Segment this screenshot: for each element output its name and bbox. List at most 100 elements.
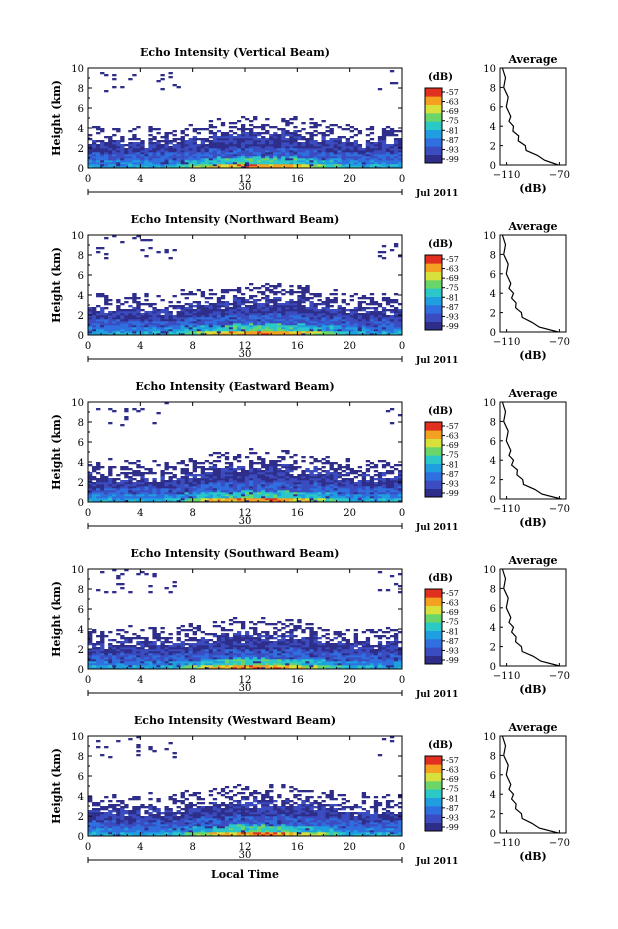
heatmap-cell [152, 325, 157, 328]
heatmap-cell [393, 243, 399, 246]
heatmap-cell [184, 651, 189, 654]
heatmap-cell [132, 307, 137, 310]
heatmap-cell [136, 156, 141, 159]
heatmap-cell [148, 311, 153, 314]
heatmap-cell [397, 488, 403, 491]
heatmap-cell [160, 158, 165, 161]
heatmap-cell [112, 311, 117, 314]
heatmap-cell [349, 323, 354, 326]
heatmap-cell [393, 307, 399, 310]
heatmap-cell [156, 315, 161, 318]
heatmap-cell [289, 148, 294, 151]
heatmap-cell [325, 488, 330, 491]
colorbar-tick-label: -57 [446, 422, 459, 431]
heatmap-cell [265, 496, 270, 499]
heatmap-cell [253, 484, 258, 487]
heatmap-cell [249, 486, 254, 489]
heatmap-cell [112, 569, 117, 572]
heatmap-cell [305, 327, 310, 330]
heatmap-cell [236, 120, 242, 123]
heatmap-cell [232, 295, 238, 298]
heatmap-cell [160, 661, 165, 664]
heatmap-cell [325, 148, 330, 151]
heatmap-cell [124, 651, 129, 654]
heatmap-cell [297, 317, 302, 320]
heatmap-cell [333, 313, 338, 316]
heatmap-cell [184, 659, 189, 662]
heatmap-cell [212, 663, 218, 666]
heatmap-cell [245, 317, 250, 320]
heatmap-cell [393, 158, 399, 161]
heatmap-cell [305, 311, 310, 314]
heatmap-cell [265, 295, 270, 298]
heatmap-cell [293, 303, 298, 306]
heatmap-cell [216, 639, 222, 642]
heatmap-cell [245, 325, 250, 328]
heatmap-cell [273, 462, 278, 465]
heatmap-cell [257, 160, 262, 163]
heatmap-cell [116, 325, 121, 328]
heatmap-cell [180, 138, 185, 141]
heatmap-cell [297, 134, 302, 137]
heatmap-cell [208, 309, 214, 312]
heatmap-cell [261, 128, 266, 131]
heatmap-cell [128, 486, 133, 489]
heatmap-cell [124, 496, 129, 499]
heatmap-cell [188, 482, 193, 485]
heatmap-cell [313, 468, 318, 471]
heatmap-cell [285, 309, 290, 312]
heatmap-cell [188, 500, 193, 503]
heatmap-cell [245, 136, 250, 139]
heatmap-cell [232, 476, 238, 479]
heatmap-cell [369, 132, 375, 135]
average-plot-frame [499, 67, 567, 166]
heatmap-cell [156, 657, 161, 660]
heatmap-cell [289, 474, 294, 477]
heatmap-cell [112, 156, 117, 159]
heatmap-cell [100, 142, 105, 145]
heatmap-cell [164, 641, 169, 644]
heatmap-cell [144, 325, 149, 328]
heatmap-cell [261, 329, 266, 332]
heatmap-cell [373, 331, 379, 334]
heatmap-cell [164, 144, 169, 147]
heatmap-cell [297, 488, 302, 491]
heatmap-cell [249, 333, 254, 336]
heatmap-cell [120, 647, 125, 650]
heatmap-cell [116, 164, 121, 167]
heatmap-cell [204, 160, 210, 163]
heatmap-cell [192, 500, 197, 503]
heatmap-cell [108, 458, 113, 461]
heatmap-cell [369, 333, 375, 336]
heatmap-cell [317, 166, 322, 169]
heatmap-cell [273, 144, 278, 147]
heatmap-cell [176, 301, 181, 304]
heatmap-cell [184, 643, 189, 646]
heatmap-cell [337, 496, 342, 499]
heatmap-cell [305, 490, 310, 493]
heatmap-cell [245, 498, 250, 501]
avg-y-tick-label: 0 [490, 161, 496, 172]
heatmap-cell [253, 325, 258, 328]
heatmap-cell [160, 627, 165, 630]
heatmap-cell [92, 466, 97, 469]
heatmap-cell [261, 488, 266, 491]
heatmap-cell [397, 476, 403, 479]
heatmap-cell [204, 154, 210, 157]
heatmap-cell [176, 311, 181, 314]
heatmap-cell [104, 257, 109, 260]
heatmap-cell [228, 289, 234, 292]
heatmap-cell [381, 128, 387, 131]
heatmap-cell [253, 492, 258, 495]
heatmap-cell [397, 498, 403, 501]
heatmap-cell [301, 156, 306, 159]
heatmap-cell [172, 645, 177, 648]
heatmap-cell [200, 474, 206, 477]
heatmap-cell [184, 315, 189, 318]
heatmap-cell [325, 156, 330, 159]
colorbar-tick-label: -75 [446, 451, 459, 460]
heatmap-cell [265, 327, 270, 330]
heatmap-cell [257, 472, 262, 475]
colorbar-swatch [425, 96, 442, 105]
heatmap-cell [236, 480, 242, 483]
